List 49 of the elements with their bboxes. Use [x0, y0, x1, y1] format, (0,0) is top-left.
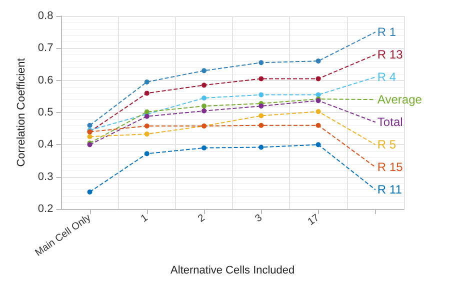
point	[144, 132, 150, 137]
x-tick-label: Main Cell Only	[33, 212, 93, 259]
point	[202, 68, 207, 74]
point	[144, 109, 150, 114]
point	[202, 104, 207, 109]
point	[258, 122, 264, 128]
series-label: Average	[377, 92, 422, 107]
y-tick-label: 0.5	[38, 106, 54, 118]
point	[144, 90, 150, 96]
y-tick-label: 0.6	[38, 74, 54, 86]
point	[144, 151, 150, 156]
point	[316, 142, 321, 148]
point	[258, 104, 264, 109]
point	[316, 76, 321, 82]
point	[258, 76, 264, 82]
point	[316, 58, 321, 64]
y-tick-label: 0.4	[38, 138, 54, 151]
series-label: R 13	[377, 48, 404, 62]
series-label: Total	[377, 115, 403, 130]
series-label: R 5	[377, 138, 396, 152]
series-label: R 11	[377, 182, 402, 197]
series-label: R 15	[377, 160, 404, 174]
point	[202, 108, 207, 114]
y-axis-title: Correlation Coefficient	[16, 58, 28, 167]
point	[144, 79, 150, 84]
x-tick-label: 3	[253, 212, 265, 225]
point	[258, 144, 264, 150]
x-tick-label: 17	[306, 212, 322, 228]
x-tick-label: 2	[196, 212, 208, 225]
series-label: R 1	[377, 25, 396, 40]
point	[316, 122, 321, 128]
point	[202, 145, 207, 150]
point	[144, 124, 150, 129]
point	[202, 82, 207, 88]
y-tick-label: 0.7	[38, 42, 54, 54]
point	[258, 60, 264, 66]
y-tick-label: 0.3	[38, 170, 54, 183]
x-axis-title: Alternative Cells Included	[170, 264, 295, 276]
y-tick-label: 0.2	[38, 202, 54, 215]
x-tick-label: 1	[139, 212, 150, 225]
point	[258, 113, 264, 118]
point	[202, 96, 207, 101]
point	[258, 92, 264, 98]
series-label: R 4	[377, 70, 396, 84]
point	[87, 134, 92, 140]
y-tick-label: 0.8	[38, 10, 54, 22]
point	[87, 189, 92, 194]
point	[316, 109, 321, 114]
point	[87, 122, 92, 128]
